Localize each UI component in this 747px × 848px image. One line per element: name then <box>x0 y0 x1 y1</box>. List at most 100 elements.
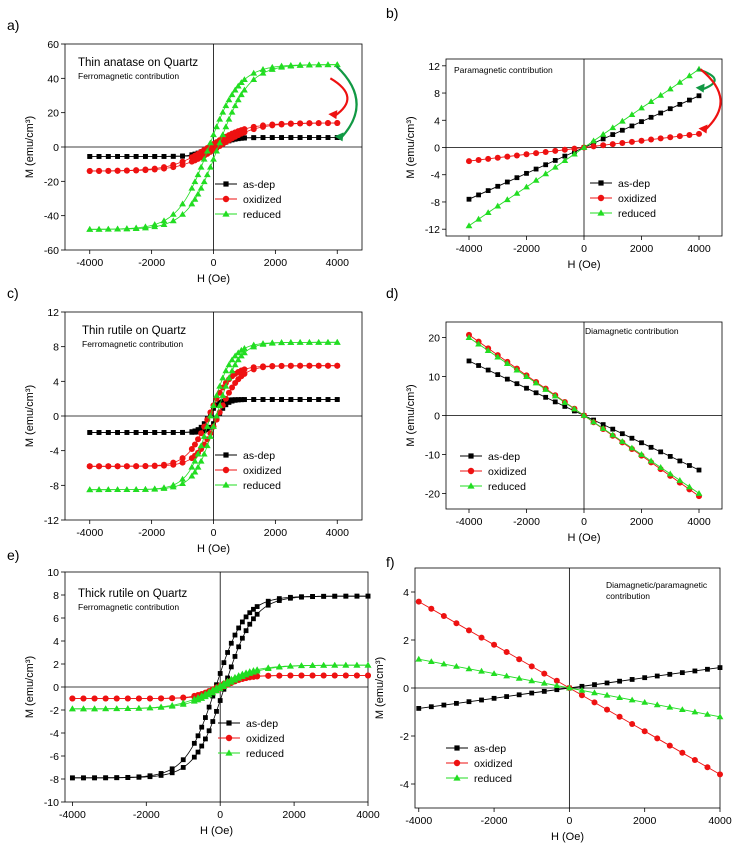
data-point <box>523 151 530 158</box>
data-point <box>194 190 202 197</box>
data-point <box>113 695 120 702</box>
data-point <box>315 362 322 369</box>
data-point <box>618 438 626 444</box>
data-point <box>136 774 142 780</box>
data-point <box>197 184 205 191</box>
data-point <box>219 108 227 115</box>
data-point <box>692 668 698 674</box>
data-point <box>254 604 260 609</box>
data-point <box>87 430 93 435</box>
data-point <box>146 704 154 711</box>
x-tick-label: 2000 <box>282 809 306 821</box>
data-point <box>259 69 267 76</box>
data-point <box>203 423 211 429</box>
data-point <box>578 692 585 699</box>
data-point <box>217 671 223 676</box>
data-point <box>123 463 130 470</box>
data-point <box>151 223 159 230</box>
x-tick-label: 4000 <box>687 516 711 528</box>
data-point <box>142 463 149 470</box>
data-point <box>113 705 121 712</box>
data-point <box>309 662 316 668</box>
data-point <box>264 665 272 672</box>
data-point <box>354 593 360 599</box>
data-point <box>91 705 98 712</box>
x-axis-label: H (Oe) <box>568 532 601 544</box>
data-point <box>529 690 535 696</box>
data-point <box>658 449 664 455</box>
x-tick-label: -4000 <box>456 243 483 255</box>
data-point <box>260 123 266 130</box>
data-point <box>342 672 349 679</box>
data-point <box>239 619 245 625</box>
data-point <box>528 663 535 670</box>
data-point <box>216 402 224 408</box>
series-oxidized <box>466 130 702 165</box>
y-axis-label: M (emu/cm³) <box>24 385 36 447</box>
data-point <box>87 154 93 159</box>
data-point <box>69 695 76 702</box>
x-tick-label: 2000 <box>630 516 654 528</box>
data-point <box>278 121 285 128</box>
data-point <box>180 694 187 701</box>
data-point <box>678 706 686 712</box>
panel-label: e) <box>7 547 19 563</box>
data-point <box>179 210 186 217</box>
data-point <box>179 480 186 486</box>
data-point <box>441 702 447 708</box>
panel-c: -4000 -2000 0 2000 4000 -12 -8 -4 0 4 8 12 H (Oe) M (… <box>7 285 363 555</box>
data-point <box>231 352 239 359</box>
data-point <box>188 445 195 452</box>
data-point <box>194 463 202 470</box>
data-point <box>657 91 665 98</box>
data-point <box>160 217 168 224</box>
y-tick-label: -4 <box>431 170 440 182</box>
series-reduced <box>68 661 372 712</box>
data-point <box>123 225 131 232</box>
data-point <box>188 184 196 191</box>
data-point <box>657 464 665 470</box>
data-point <box>234 96 242 103</box>
data-point <box>571 405 578 412</box>
legend: as-dep oxidized reduced <box>215 450 282 492</box>
data-point <box>619 139 626 146</box>
data-point <box>198 430 205 437</box>
data-point <box>260 135 266 141</box>
data-point <box>114 167 121 174</box>
panel-e: -4000 -2000 0 2000 4000 -10 -8 -6 -4 -2 0 2 4 6 8 10 H (… <box>7 547 380 837</box>
data-point <box>343 593 349 599</box>
data-point <box>580 144 588 150</box>
data-point <box>551 392 559 399</box>
data-point <box>324 362 331 369</box>
data-point <box>250 343 258 350</box>
data-point <box>276 598 282 603</box>
data-point <box>490 670 498 676</box>
data-point <box>628 111 636 117</box>
data-point <box>428 704 434 710</box>
data-point <box>297 362 304 369</box>
data-point <box>591 699 598 706</box>
x-tick-label: 4000 <box>326 527 350 539</box>
data-point <box>242 135 247 141</box>
data-point <box>238 673 246 679</box>
data-point <box>542 386 550 392</box>
data-point <box>648 136 655 143</box>
data-point <box>415 655 423 662</box>
series-reduced <box>86 338 341 493</box>
annotation-arrowhead <box>698 124 708 134</box>
legend-label: oxidized <box>243 194 282 206</box>
data-point <box>188 472 196 479</box>
data-point <box>194 450 202 457</box>
data-point <box>169 217 177 224</box>
data-point <box>259 340 267 347</box>
data-point <box>475 156 482 163</box>
data-point <box>542 149 549 156</box>
y-tick-label: -4 <box>50 728 59 740</box>
data-point <box>543 162 549 168</box>
data-point <box>269 363 276 370</box>
y-tick-label: 8 <box>53 590 59 602</box>
data-point <box>114 225 121 232</box>
data-point <box>654 735 661 742</box>
data-point <box>247 621 253 627</box>
data-point <box>265 598 271 604</box>
